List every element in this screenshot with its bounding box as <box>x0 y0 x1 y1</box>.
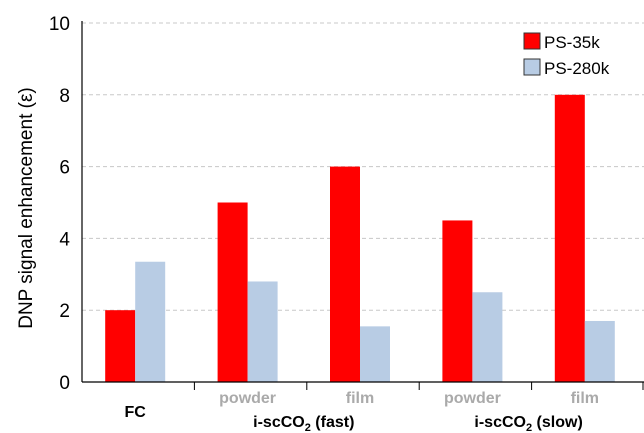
bars <box>105 94 615 383</box>
y-tick-label-4: 8 <box>59 86 70 107</box>
bar-PS-280k-2 <box>360 326 390 382</box>
axes <box>81 21 644 390</box>
group-labels: FC i-scCO2 (fast) i-scCO2 (slow) <box>125 404 583 433</box>
group-label-1: i-scCO2 (fast) <box>253 414 354 433</box>
y-tick-label-3: 6 <box>59 158 70 179</box>
legend: PS-35k PS-280k <box>523 32 610 78</box>
y-tick-label-0: 0 <box>59 373 70 394</box>
legend-label-1: PS-280k <box>544 59 610 78</box>
x-tick-label-1: powder <box>219 390 276 407</box>
group-label-2: i-scCO2 (slow) <box>474 414 582 433</box>
x-tick-label-3: powder <box>444 390 501 407</box>
legend-swatch-0 <box>523 32 541 50</box>
bar-PS-280k-3 <box>472 292 503 382</box>
bar-PS-35k-0 <box>105 310 136 382</box>
x-tick-labels: powder film powder film <box>219 390 599 407</box>
gridlines <box>82 22 644 311</box>
y-axis-label: DNP signal enhancement (ε) <box>16 87 37 329</box>
group-label-0: FC <box>125 404 147 421</box>
x-tick-label-4: film <box>571 390 599 407</box>
y-tick-label-2: 4 <box>59 229 70 250</box>
bar-PS-35k-4 <box>554 94 585 383</box>
bar-PS-280k-0 <box>135 261 166 382</box>
legend-label-0: PS-35k <box>544 33 600 52</box>
y-tick-label-5: 10 <box>49 14 70 35</box>
y-tick-label-1: 2 <box>59 301 70 322</box>
bar-PS-35k-1 <box>217 202 248 382</box>
legend-swatch-1 <box>523 58 541 76</box>
bar-PS-280k-4 <box>584 320 615 382</box>
bar-PS-35k-3 <box>442 220 473 382</box>
y-tick-labels: 0 2 4 6 8 10 <box>49 14 71 394</box>
x-tick-label-2: film <box>346 390 374 407</box>
bar-PS-280k-1 <box>247 281 278 382</box>
bar-PS-35k-2 <box>330 166 360 382</box>
